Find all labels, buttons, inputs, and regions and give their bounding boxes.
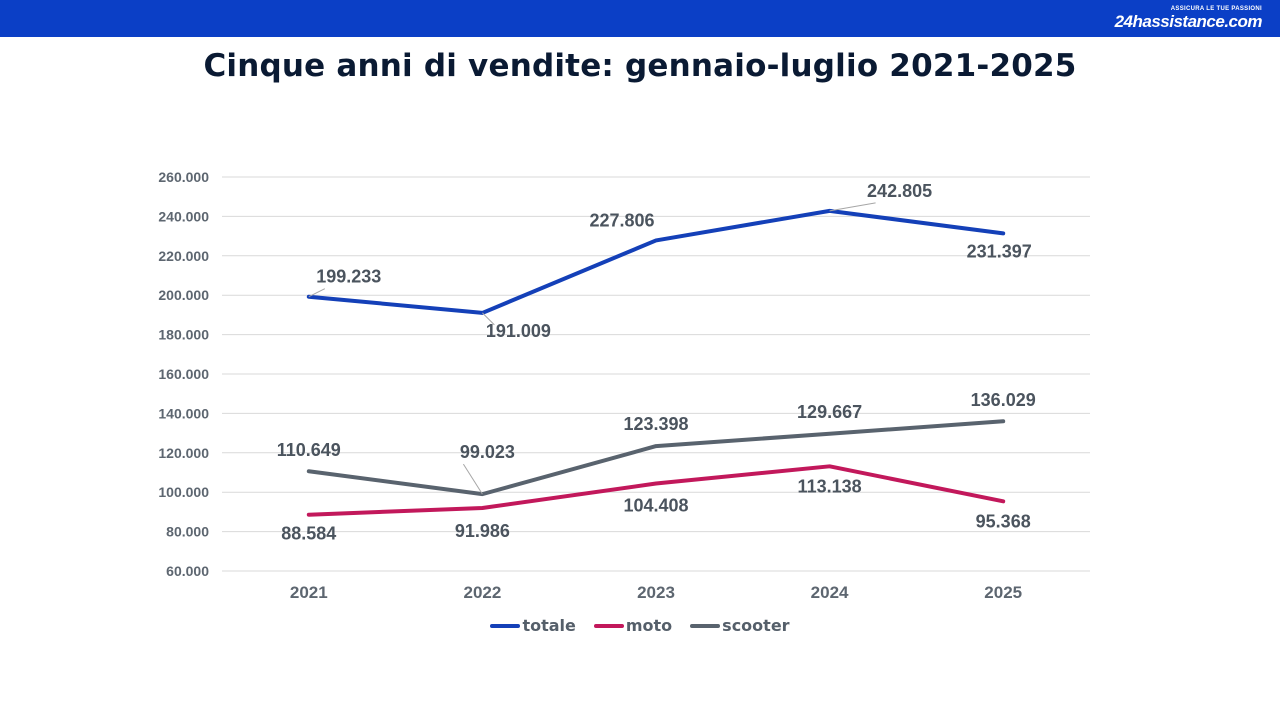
y-tick-label: 220.000 xyxy=(158,248,209,264)
y-tick-label: 60.000 xyxy=(166,563,209,579)
x-tick-label: 2024 xyxy=(811,583,849,602)
data-label-moto: 113.138 xyxy=(798,476,862,496)
legend-label-scooter: scooter xyxy=(722,616,790,635)
data-label-totale: 227.806 xyxy=(589,210,654,230)
chart-title: Cinque anni di vendite: gennaio-luglio 2… xyxy=(203,48,1077,84)
y-tick-label: 80.000 xyxy=(166,524,209,540)
data-label-moto: 104.408 xyxy=(623,496,688,516)
legend-item-moto: moto xyxy=(593,616,673,635)
y-tick-label: 240.000 xyxy=(158,208,209,224)
data-label-moto: 95.368 xyxy=(976,511,1031,531)
y-tick-label: 160.000 xyxy=(158,366,209,382)
data-label-scooter: 129.667 xyxy=(797,402,862,422)
leader-line xyxy=(308,288,326,298)
x-tick-label: 2021 xyxy=(290,583,328,602)
y-tick-label: 260.000 xyxy=(158,169,209,185)
chart-legend: totale moto scooter xyxy=(0,616,1280,635)
leader-line xyxy=(829,202,876,212)
y-tick-label: 120.000 xyxy=(158,445,209,461)
leader-line xyxy=(462,463,483,495)
data-label-totale: 191.009 xyxy=(486,321,551,341)
data-label-totale: 242.805 xyxy=(867,181,932,201)
data-label-moto: 88.584 xyxy=(281,524,336,544)
data-label-totale: 199.233 xyxy=(316,267,381,287)
header-bar: ASSICURA LE TUE PASSIONI 24hassistance.c… xyxy=(0,0,1280,37)
legend-label-moto: moto xyxy=(625,616,673,635)
data-label-scooter: 123.398 xyxy=(623,414,688,434)
series-line-moto xyxy=(306,464,1006,517)
legend-swatch-scooter xyxy=(690,623,721,628)
data-label-scooter: 99.023 xyxy=(460,442,515,462)
logo-tagline: ASSICURA LE TUE PASSIONI xyxy=(1170,6,1262,12)
data-label-scooter: 136.029 xyxy=(971,390,1036,410)
legend-item-scooter: scooter xyxy=(690,616,790,635)
data-label-scooter: 110.649 xyxy=(277,440,341,460)
y-tick-label: 200.000 xyxy=(158,287,209,303)
y-tick-label: 180.000 xyxy=(158,327,209,343)
logo-text: 24hassistance.com xyxy=(1114,12,1263,31)
brand-logo[interactable]: ASSICURA LE TUE PASSIONI 24hassistance.c… xyxy=(1115,3,1266,35)
legend-swatch-moto xyxy=(593,623,624,628)
y-tick-label: 140.000 xyxy=(158,405,209,421)
x-tick-label: 2023 xyxy=(637,583,675,602)
data-label-totale: 231.397 xyxy=(967,241,1032,261)
leader-line xyxy=(482,312,495,326)
x-tick-label: 2025 xyxy=(984,583,1022,602)
series-line-totale xyxy=(306,208,1006,315)
legend-label-totale: totale xyxy=(522,616,576,635)
x-tick-label: 2022 xyxy=(463,583,501,602)
series-line-scooter xyxy=(306,419,1006,497)
data-label-moto: 91.986 xyxy=(455,521,510,541)
y-tick-label: 100.000 xyxy=(158,484,209,500)
legend-swatch-totale xyxy=(490,623,521,628)
legend-item-totale: totale xyxy=(490,616,576,635)
